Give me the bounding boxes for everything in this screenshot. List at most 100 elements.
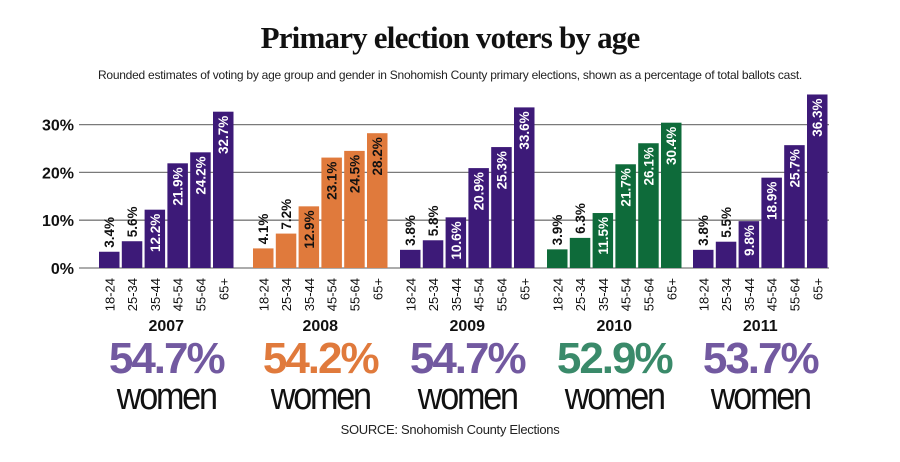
y-tick-label: 30% — [42, 118, 74, 135]
x-tick-label: 45-54 — [325, 278, 340, 311]
x-tick-label: 55-64 — [347, 278, 362, 311]
x-tick-label: 65+ — [664, 278, 679, 300]
chart-subtitle: Rounded estimates of voting by age group… — [97, 68, 803, 82]
x-tick-label: 55-64 — [494, 278, 509, 311]
data-label: 32.7% — [216, 116, 231, 154]
y-tick-label: 20% — [42, 165, 74, 182]
x-tick-label: 65+ — [517, 278, 532, 300]
data-label: 11.5% — [596, 217, 611, 255]
data-label: 36.3% — [810, 98, 825, 136]
women-label: women — [564, 374, 664, 417]
bar-2010-25-34 — [569, 237, 591, 268]
bar-2009-18-24 — [400, 249, 421, 268]
data-label: 30.4% — [664, 127, 679, 165]
bar-2011-35-44 — [738, 221, 760, 268]
data-label: 21.7% — [619, 168, 634, 206]
bar-2011-18-24 — [693, 249, 714, 268]
bar-2007-35-44 — [144, 209, 166, 268]
x-tick-label: 25-34 — [125, 278, 140, 311]
data-label: 3.8% — [403, 215, 418, 246]
x-tick-label: 35-44 — [302, 278, 317, 311]
x-tick-label: 18-24 — [102, 278, 117, 311]
year-label: 2007 — [148, 318, 184, 335]
x-tick-label: 45-54 — [619, 278, 634, 311]
bar-2011-65+ — [807, 94, 828, 269]
data-label: 4.1% — [256, 214, 271, 245]
data-label: 23.1% — [325, 162, 340, 200]
data-label: 25.7% — [787, 149, 802, 187]
women-label: women — [270, 374, 370, 417]
women-percent: 53.7% — [703, 334, 819, 383]
data-label: 3.8% — [696, 215, 711, 246]
women-percent: 52.9% — [557, 334, 673, 383]
x-tick-label: 35-44 — [596, 278, 611, 311]
bar-2008-25-34 — [275, 233, 297, 268]
x-tick-label: 25-34 — [719, 278, 734, 311]
women-percent: 54.2% — [263, 334, 379, 383]
data-label: 33.6% — [517, 111, 532, 149]
bar-2009-55-64 — [491, 147, 512, 268]
year-label: 2009 — [449, 318, 485, 335]
data-label: 21.9% — [171, 167, 186, 205]
data-label: 26.1% — [641, 147, 656, 185]
x-tick-label: 18-24 — [696, 278, 711, 311]
x-tick-label: 45-54 — [765, 278, 780, 311]
x-tick-label: 45-54 — [472, 278, 487, 311]
data-label: 24.2% — [193, 156, 208, 194]
bar-2008-45-54 — [321, 157, 342, 268]
x-tick-label: 25-34 — [573, 278, 588, 311]
data-label: 28.2% — [370, 137, 385, 175]
data-label: 18.9% — [765, 182, 780, 220]
x-tick-label: 18-24 — [403, 278, 418, 311]
bar-2009-25-34 — [422, 240, 444, 268]
x-tick-label: 25-34 — [279, 278, 294, 311]
bar-2008-65+ — [367, 133, 388, 268]
bar-2007-55-64 — [190, 152, 211, 268]
data-label: 24.5% — [347, 155, 362, 193]
bar-2010-45-54 — [615, 164, 636, 268]
bar-2009-65+ — [514, 107, 535, 268]
y-tick-label: 0% — [51, 261, 74, 278]
women-percent: 54.7% — [410, 334, 526, 383]
data-label: 3.9% — [550, 215, 565, 246]
bar-2007-18-24 — [99, 251, 120, 268]
bar-2009-45-54 — [468, 168, 489, 268]
x-tick-label: 55-64 — [193, 278, 208, 311]
bar-2007-25-34 — [121, 241, 143, 268]
data-label: 6.3% — [573, 203, 588, 234]
bar-2010-55-64 — [638, 143, 659, 268]
bar-2008-55-64 — [344, 150, 365, 268]
x-tick-label: 65+ — [810, 278, 825, 300]
x-tick-label: 35-44 — [742, 278, 757, 311]
women-label: women — [417, 374, 517, 417]
year-label: 2008 — [302, 318, 338, 335]
data-label: 25.3% — [494, 151, 509, 189]
x-tick-label: 55-64 — [641, 278, 656, 311]
women-label: women — [710, 374, 810, 417]
bar-2008-35-44 — [298, 206, 320, 268]
x-tick-label: 45-54 — [171, 278, 186, 311]
source-note: SOURCE: Snohomish County Elections — [340, 422, 560, 437]
women-label: women — [116, 374, 216, 417]
women-percent: 54.7% — [109, 334, 225, 383]
y-tick-label: 10% — [42, 213, 74, 230]
bar-2011-55-64 — [784, 145, 805, 268]
data-label: 9.8% — [742, 225, 757, 256]
bar-2010-65+ — [661, 122, 682, 268]
bar-2008-18-24 — [253, 248, 274, 268]
x-tick-label: 35-44 — [449, 278, 464, 311]
data-label: 20.9% — [472, 172, 487, 210]
year-label: 2011 — [743, 318, 778, 335]
data-label: 7.2% — [279, 199, 294, 230]
data-label: 10.6% — [449, 221, 464, 259]
bar-2007-45-54 — [167, 163, 188, 268]
bar-2011-25-34 — [715, 241, 737, 268]
bar-2009-35-44 — [445, 217, 467, 268]
data-label: 12.2% — [148, 214, 163, 252]
data-label: 3.4% — [102, 217, 117, 248]
year-label: 2010 — [596, 318, 632, 335]
bar-2010-18-24 — [547, 249, 568, 268]
x-tick-label: 65+ — [370, 278, 385, 300]
chart-title: Primary election voters by age — [260, 20, 641, 55]
